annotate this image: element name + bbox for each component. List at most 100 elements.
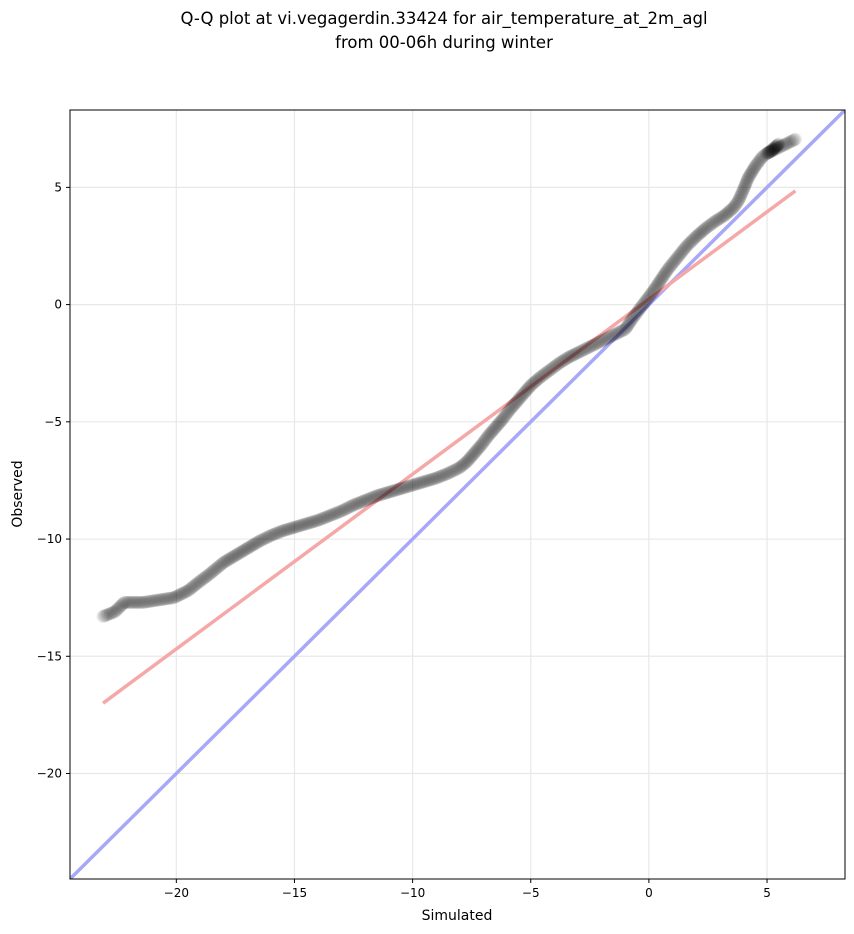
quantile-point [570,346,584,360]
quantile-point [479,432,493,446]
quantile-point [205,565,219,579]
quantile-point [548,359,562,373]
y-tick-label: −20 [37,766,62,780]
quantile-point [723,203,737,217]
quantile-point [741,172,755,186]
quantile-point [327,507,341,521]
quantile-point [460,455,474,469]
quantile-point [96,609,110,623]
quantile-point [252,534,266,548]
quantile-point [688,231,702,245]
quantile-point [482,428,496,442]
quantile-point [136,595,150,609]
quantile-point [227,549,241,563]
quantile-point [602,330,616,344]
quantile-point [264,529,278,543]
quantile-point [717,209,731,223]
quantile-point [703,218,717,232]
quantile-point [228,548,242,562]
quantile-point [707,215,721,229]
quantile-point [642,290,656,304]
quantile-point [111,601,125,615]
reference-lines [70,110,845,879]
quantile-points [96,132,802,623]
quantile-point [543,363,557,377]
quantile-point [652,276,666,290]
quantile-point [657,268,671,282]
quantile-point [524,378,538,392]
quantile-point [759,147,773,161]
quantile-point [641,292,655,306]
quantile-point [178,585,192,599]
quantile-point [719,207,733,221]
quantile-point [211,560,225,574]
y-tick-label: −15 [37,649,62,663]
quantile-point [490,418,504,432]
quantile-point [770,141,784,155]
quantile-point [737,181,751,195]
quantile-point [425,472,439,486]
quantile-point [407,478,421,492]
quantile-point [612,325,626,339]
quantile-point [332,505,346,519]
quantile-point [621,318,635,332]
quantile-point [752,154,766,168]
quantile-point [754,151,768,165]
quantile-point [527,375,541,389]
quantile-point [456,458,470,472]
quantile-point [310,514,324,528]
quantile-point [268,527,282,541]
quantile-point [385,484,399,498]
quantile-point [209,562,223,576]
quantile-point [127,595,141,609]
quantile-point [168,590,182,604]
quantile-point [517,387,531,401]
quantile-point [354,495,368,509]
quantile-point [679,240,693,254]
quantile-point [547,360,561,374]
quantile-point [311,513,325,527]
quantile-point [739,177,753,191]
quantile-point [530,373,544,387]
quantile-point [262,529,276,543]
quantile-point [330,506,344,520]
quantile-point [507,398,521,412]
quantile-point [182,583,196,597]
quantile-point [675,244,689,258]
quantile-point [574,344,588,358]
quantile-point [276,524,290,538]
quantile-point [473,439,487,453]
quantile-point [341,501,355,515]
quantile-point [357,494,371,508]
quantile-point [722,204,736,218]
quantile-point [296,518,310,532]
quantile-point [318,510,332,524]
quantile-point [732,193,746,207]
quantile-point [474,438,488,452]
quantile-point [648,281,662,295]
quantile-point [308,514,322,528]
quantile-point [215,557,229,571]
quantile-point [219,554,233,568]
quantile-point [680,239,694,253]
quantile-point [761,146,775,160]
quantile-point [553,355,567,369]
quantile-point [363,492,377,506]
quantile-point [681,238,695,252]
quantile-point [598,332,612,346]
quantile-point [764,144,778,158]
quantile-point [454,460,468,474]
quantile-point [687,232,701,246]
quantile-point [285,521,299,535]
quantile-point [771,138,785,152]
quantile-point [277,523,291,537]
quantile-point [620,320,634,334]
quantile-point [373,488,387,502]
quantile-point [391,483,405,497]
quantile-point [468,445,482,459]
quantile-point [697,222,711,236]
quantile-point [339,502,353,516]
quantile-point [631,304,645,318]
quantile-point [766,142,780,156]
quantile-point [596,333,610,347]
